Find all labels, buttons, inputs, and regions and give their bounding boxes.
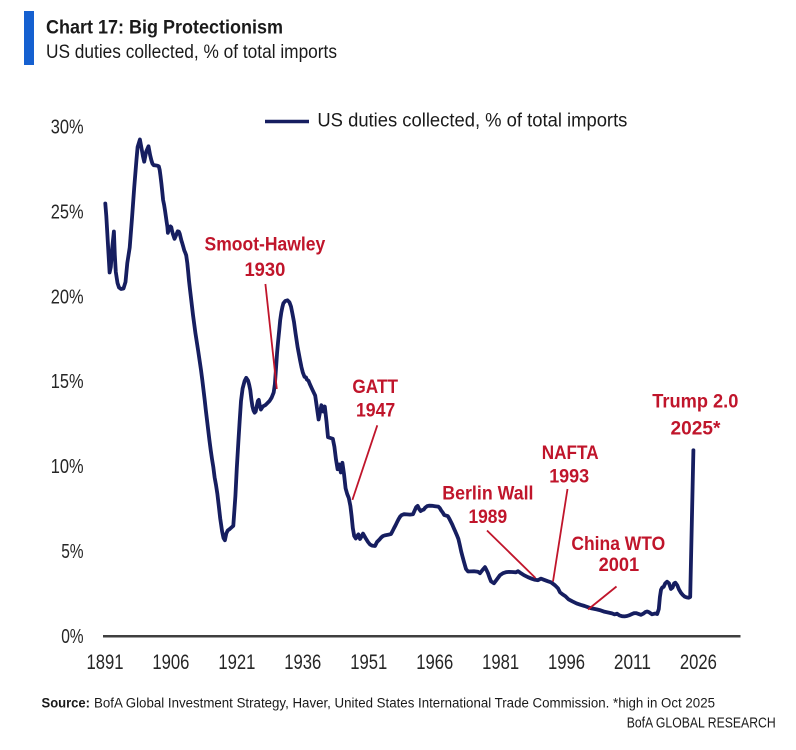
- svg-text:30%: 30%: [51, 117, 84, 139]
- svg-text:1906: 1906: [152, 651, 189, 674]
- svg-text:1936: 1936: [284, 651, 321, 674]
- svg-text:2001: 2001: [599, 555, 640, 576]
- svg-text:Smoot-Hawley: Smoot-Hawley: [205, 235, 326, 256]
- svg-text:2026: 2026: [680, 651, 717, 674]
- svg-text:BofA GLOBAL RESEARCH: BofA GLOBAL RESEARCH: [627, 716, 776, 732]
- svg-text:BofA Global Investment Strateg: BofA Global Investment Strategy, Haver, …: [94, 696, 715, 711]
- svg-text:1947: 1947: [356, 401, 395, 422]
- svg-text:US duties collected, % of tota: US duties collected, % of total imports: [317, 111, 627, 132]
- svg-text:0%: 0%: [61, 626, 84, 648]
- svg-text:2011: 2011: [614, 651, 651, 674]
- svg-text:15%: 15%: [51, 371, 84, 393]
- svg-text:1891: 1891: [87, 651, 124, 674]
- svg-text:20%: 20%: [51, 286, 84, 308]
- svg-text:US duties collected, % of tota: US duties collected, % of total imports: [46, 41, 337, 63]
- svg-text:1981: 1981: [482, 651, 519, 674]
- svg-text:25%: 25%: [51, 201, 84, 223]
- svg-text:NAFTA: NAFTA: [542, 443, 599, 464]
- svg-text:Berlin Wall: Berlin Wall: [442, 484, 533, 505]
- svg-text:1989: 1989: [468, 507, 507, 528]
- svg-text:10%: 10%: [51, 456, 84, 478]
- svg-text:1951: 1951: [350, 651, 387, 674]
- svg-text:Source:: Source:: [42, 696, 91, 711]
- svg-text:China WTO: China WTO: [571, 534, 665, 555]
- svg-text:Chart 17: Big Protectionism: Chart 17: Big Protectionism: [46, 17, 283, 39]
- svg-text:1966: 1966: [416, 651, 453, 674]
- svg-text:1993: 1993: [549, 467, 589, 488]
- svg-text:5%: 5%: [61, 541, 84, 563]
- svg-text:GATT: GATT: [352, 377, 398, 398]
- svg-text:1930: 1930: [244, 260, 285, 281]
- svg-text:1996: 1996: [548, 651, 585, 674]
- svg-text:2025*: 2025*: [671, 418, 721, 439]
- svg-text:1921: 1921: [218, 651, 255, 674]
- svg-text:Trump 2.0: Trump 2.0: [652, 392, 738, 413]
